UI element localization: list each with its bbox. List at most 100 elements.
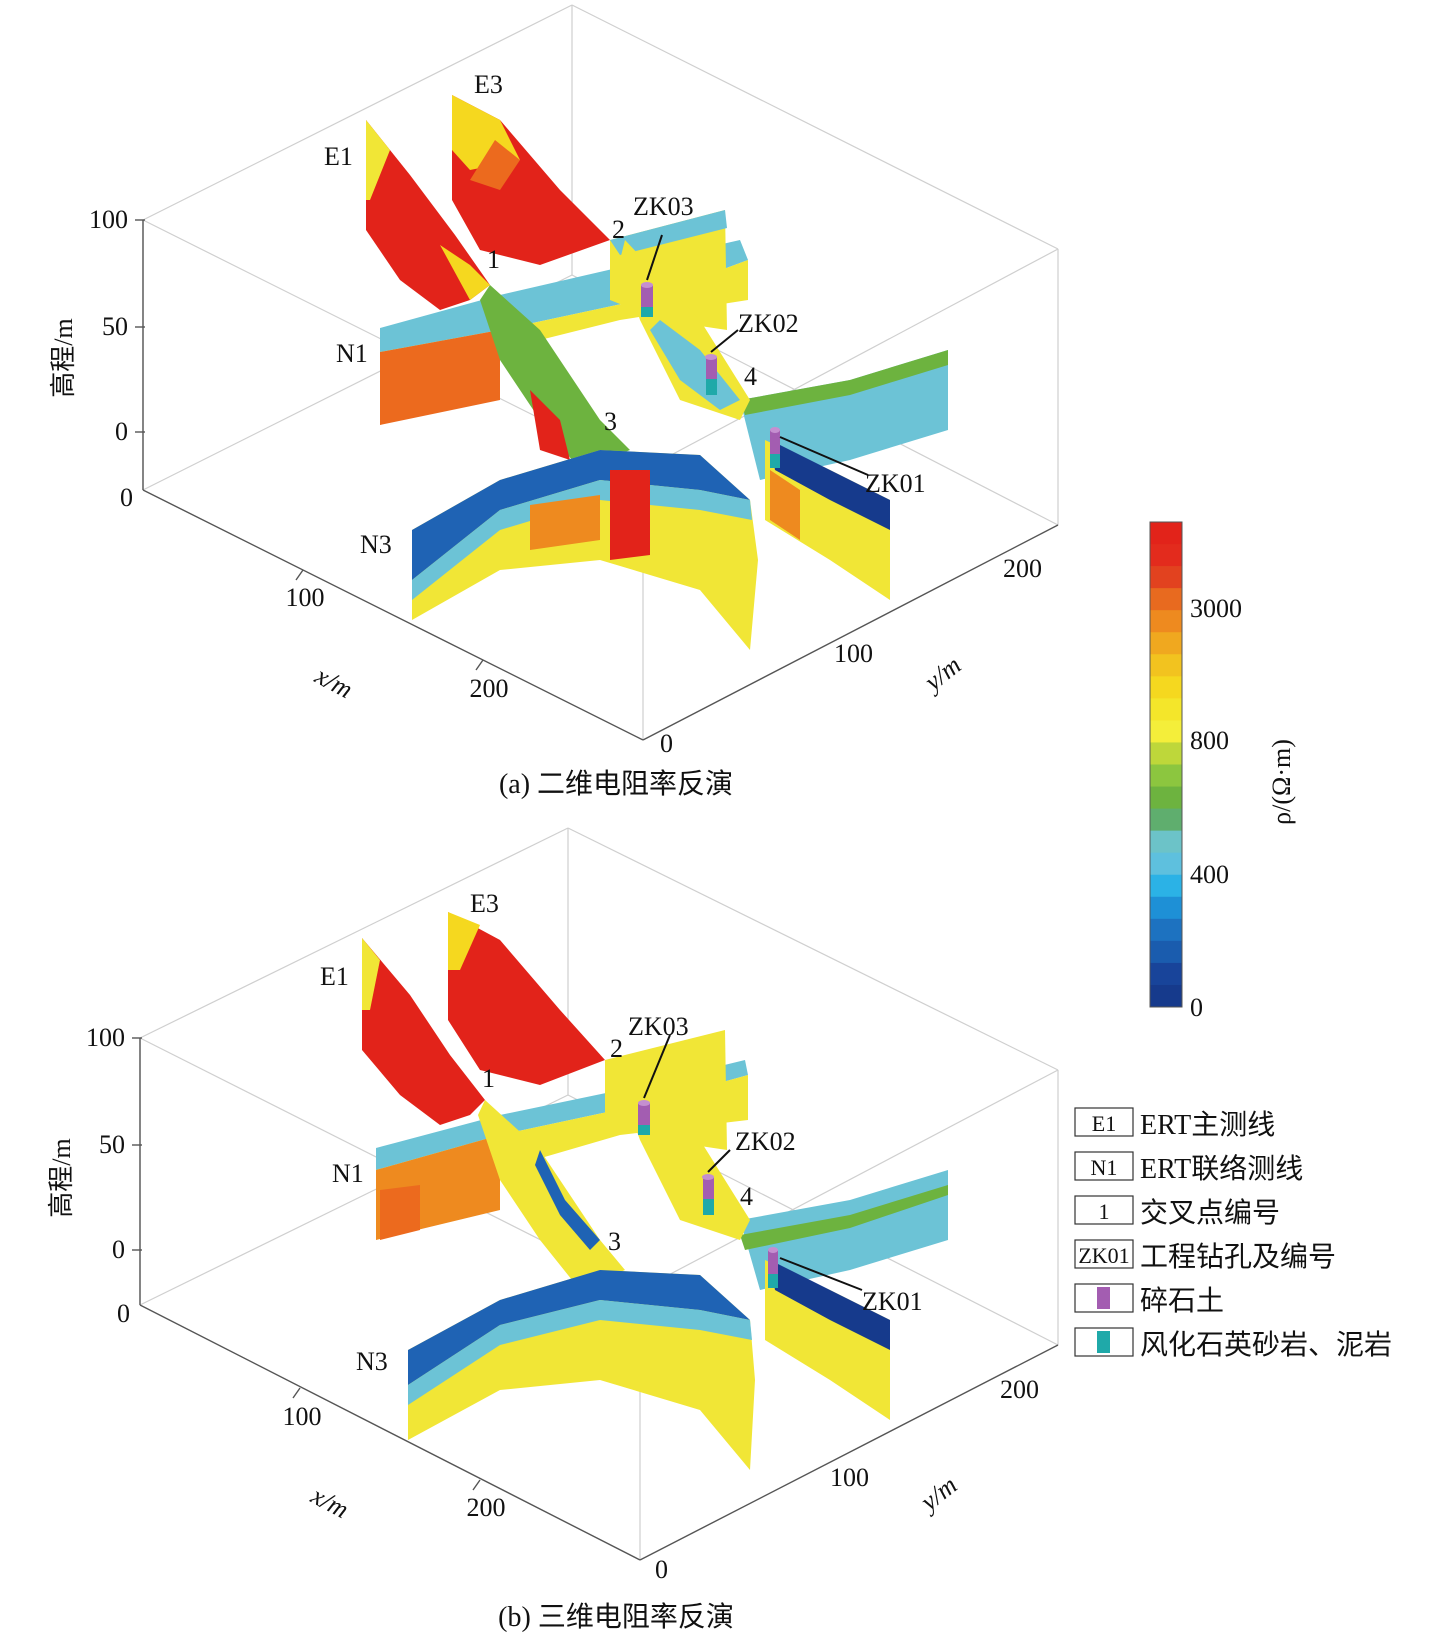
legend-label-borehole: 工程钻孔及编号: [1140, 1241, 1336, 1273]
y-tick-0: 0: [660, 729, 673, 758]
borehole-zk02: [705, 354, 717, 395]
cross-point-3: 3: [608, 1227, 621, 1256]
y-tick-100: 100: [834, 639, 873, 668]
legend-item-cross-point: 1 交叉点编号: [1074, 1195, 1280, 1229]
profile-labels: E1 E3 N1 N3 1 2 3 4 ZK03 ZK02 ZK01: [320, 889, 923, 1376]
profile-labels: E1 E3 N1 N3 1 2 3 4 ZK03 ZK02 ZK01: [324, 70, 926, 559]
label-zk01: ZK01: [865, 469, 926, 498]
profile-e1: [362, 938, 485, 1125]
panel-a-2d-inversion: 100 50 0 0 高程/m 100 200 x/m 0 100 200 y/…: [49, 4, 1059, 800]
colorbar-scale: [1150, 522, 1182, 1008]
z-axis: 100 50 0 0 高程/m: [49, 205, 145, 512]
caption-b: (b) 三维电阻率反演: [498, 1601, 734, 1633]
z-tick-100: 100: [86, 1023, 125, 1052]
cross-point-1: 1: [482, 1064, 495, 1093]
label-n1: N1: [332, 1159, 364, 1188]
z-axis-title: 高程/m: [49, 318, 78, 397]
legend-item-borehole: ZK01 工程钻孔及编号: [1074, 1239, 1336, 1273]
x-axis: 100 200 x/m: [283, 1387, 506, 1524]
label-e1: E1: [324, 142, 353, 171]
legend-symbol-e1: E1: [1092, 1111, 1116, 1136]
z-axis-title: 高程/m: [47, 1138, 76, 1217]
borehole-zk03: [641, 282, 653, 317]
z-tick-origin: 0: [120, 483, 133, 512]
colorbar-cell: [1150, 720, 1182, 743]
legend-label-gravel-soil: 碎石土: [1140, 1285, 1224, 1317]
colorbar-cell: [1150, 918, 1182, 942]
colorbar-tick-400: 400: [1190, 860, 1229, 889]
legend-label-sandstone: 风化石英砂岩、泥岩: [1140, 1329, 1392, 1361]
boreholes: [641, 234, 869, 476]
colorbar-tick-0: 0: [1190, 993, 1203, 1022]
y-axis-title: y/m: [913, 1470, 963, 1518]
y-tick-100: 100: [830, 1463, 869, 1492]
label-e3: E3: [474, 70, 503, 99]
colorbar-cell: [1150, 566, 1182, 589]
colorbar-cell: [1150, 962, 1182, 986]
y-tick-200: 200: [1000, 1375, 1039, 1404]
colorbar-cell: [1150, 984, 1182, 1008]
legend-label-main-line: ERT主测线: [1140, 1109, 1275, 1141]
cross-point-2: 2: [610, 1034, 623, 1063]
label-n1: N1: [336, 339, 368, 368]
colorbar-cell: [1150, 808, 1182, 832]
label-zk02: ZK02: [738, 309, 799, 338]
colorbar-cell: [1150, 544, 1182, 567]
y-tick-0: 0: [655, 1555, 668, 1584]
colorbar-tick-800: 800: [1190, 726, 1229, 755]
colorbar-cell: [1150, 676, 1182, 699]
x-axis: 100 200 x/m: [286, 569, 509, 704]
z-tick-0: 0: [112, 1235, 125, 1264]
ert-profiles: [362, 912, 948, 1470]
legend-item-tie-line: N1 ERT联络测线: [1074, 1151, 1303, 1185]
cross-point-2: 2: [612, 215, 625, 244]
colorbar-cell: [1150, 852, 1182, 876]
label-zk01: ZK01: [862, 1287, 923, 1316]
z-tick-50: 50: [99, 1130, 125, 1159]
panel-b-3d-inversion: 100 50 0 0 高程/m 100 200 x/m 0 100 200 y/…: [47, 827, 1059, 1633]
label-zk03: ZK03: [633, 192, 694, 221]
colorbar: 3000 800 400 0 ρ/(Ω·m): [1149, 521, 1296, 1022]
borehole-zk03: [638, 1100, 650, 1135]
label-e3: E3: [470, 889, 499, 918]
z-tick-100: 100: [89, 205, 128, 234]
colorbar-tick-3000: 3000: [1190, 594, 1242, 623]
caption-a: (a) 二维电阻率反演: [499, 768, 733, 800]
colorbar-cell: [1150, 874, 1182, 898]
colorbar-cell: [1150, 588, 1182, 611]
label-n3: N3: [356, 1347, 388, 1376]
colorbar-cell: [1150, 522, 1182, 545]
cross-point-3: 3: [604, 407, 617, 436]
legend: E1 ERT主测线 N1 ERT联络测线 1 交叉点编号 ZK01 工程钻孔及编…: [1074, 1107, 1392, 1361]
legend-item-gravel-soil: 碎石土: [1074, 1283, 1224, 1317]
cross-point-4: 4: [740, 1182, 753, 1211]
y-tick-200: 200: [1003, 554, 1042, 583]
legend-symbol-n1: N1: [1091, 1155, 1118, 1180]
label-n3: N3: [360, 530, 392, 559]
profile-e3: [448, 912, 605, 1085]
label-e1: E1: [320, 962, 349, 991]
profile-e2: [618, 1060, 750, 1240]
borehole-zk02: [702, 1174, 714, 1215]
ert-profiles: [366, 95, 948, 650]
legend-item-sandstone: 风化石英砂岩、泥岩: [1074, 1327, 1392, 1361]
colorbar-title: ρ/(Ω·m): [1267, 739, 1296, 825]
profile-n4: [740, 1170, 948, 1290]
legend-label-tie-line: ERT联络测线: [1140, 1153, 1303, 1185]
colorbar-cell: [1150, 654, 1182, 677]
z-tick-50: 50: [102, 312, 128, 341]
profile-diagonal: [480, 285, 630, 470]
profile-n4: [740, 350, 948, 480]
label-zk02: ZK02: [735, 1127, 796, 1156]
colorbar-cell: [1150, 896, 1182, 920]
cross-point-4: 4: [744, 362, 757, 391]
z-axis: 100 50 0 0 高程/m: [47, 1023, 142, 1328]
legend-label-cross-point: 交叉点编号: [1140, 1197, 1280, 1229]
z-tick-0: 0: [115, 417, 128, 446]
legend-item-main-line: E1 ERT主测线: [1074, 1107, 1275, 1141]
colorbar-cell: [1150, 764, 1182, 788]
colorbar-cell: [1150, 940, 1182, 964]
colorbar-cell: [1150, 698, 1182, 721]
boreholes: [638, 1034, 863, 1291]
